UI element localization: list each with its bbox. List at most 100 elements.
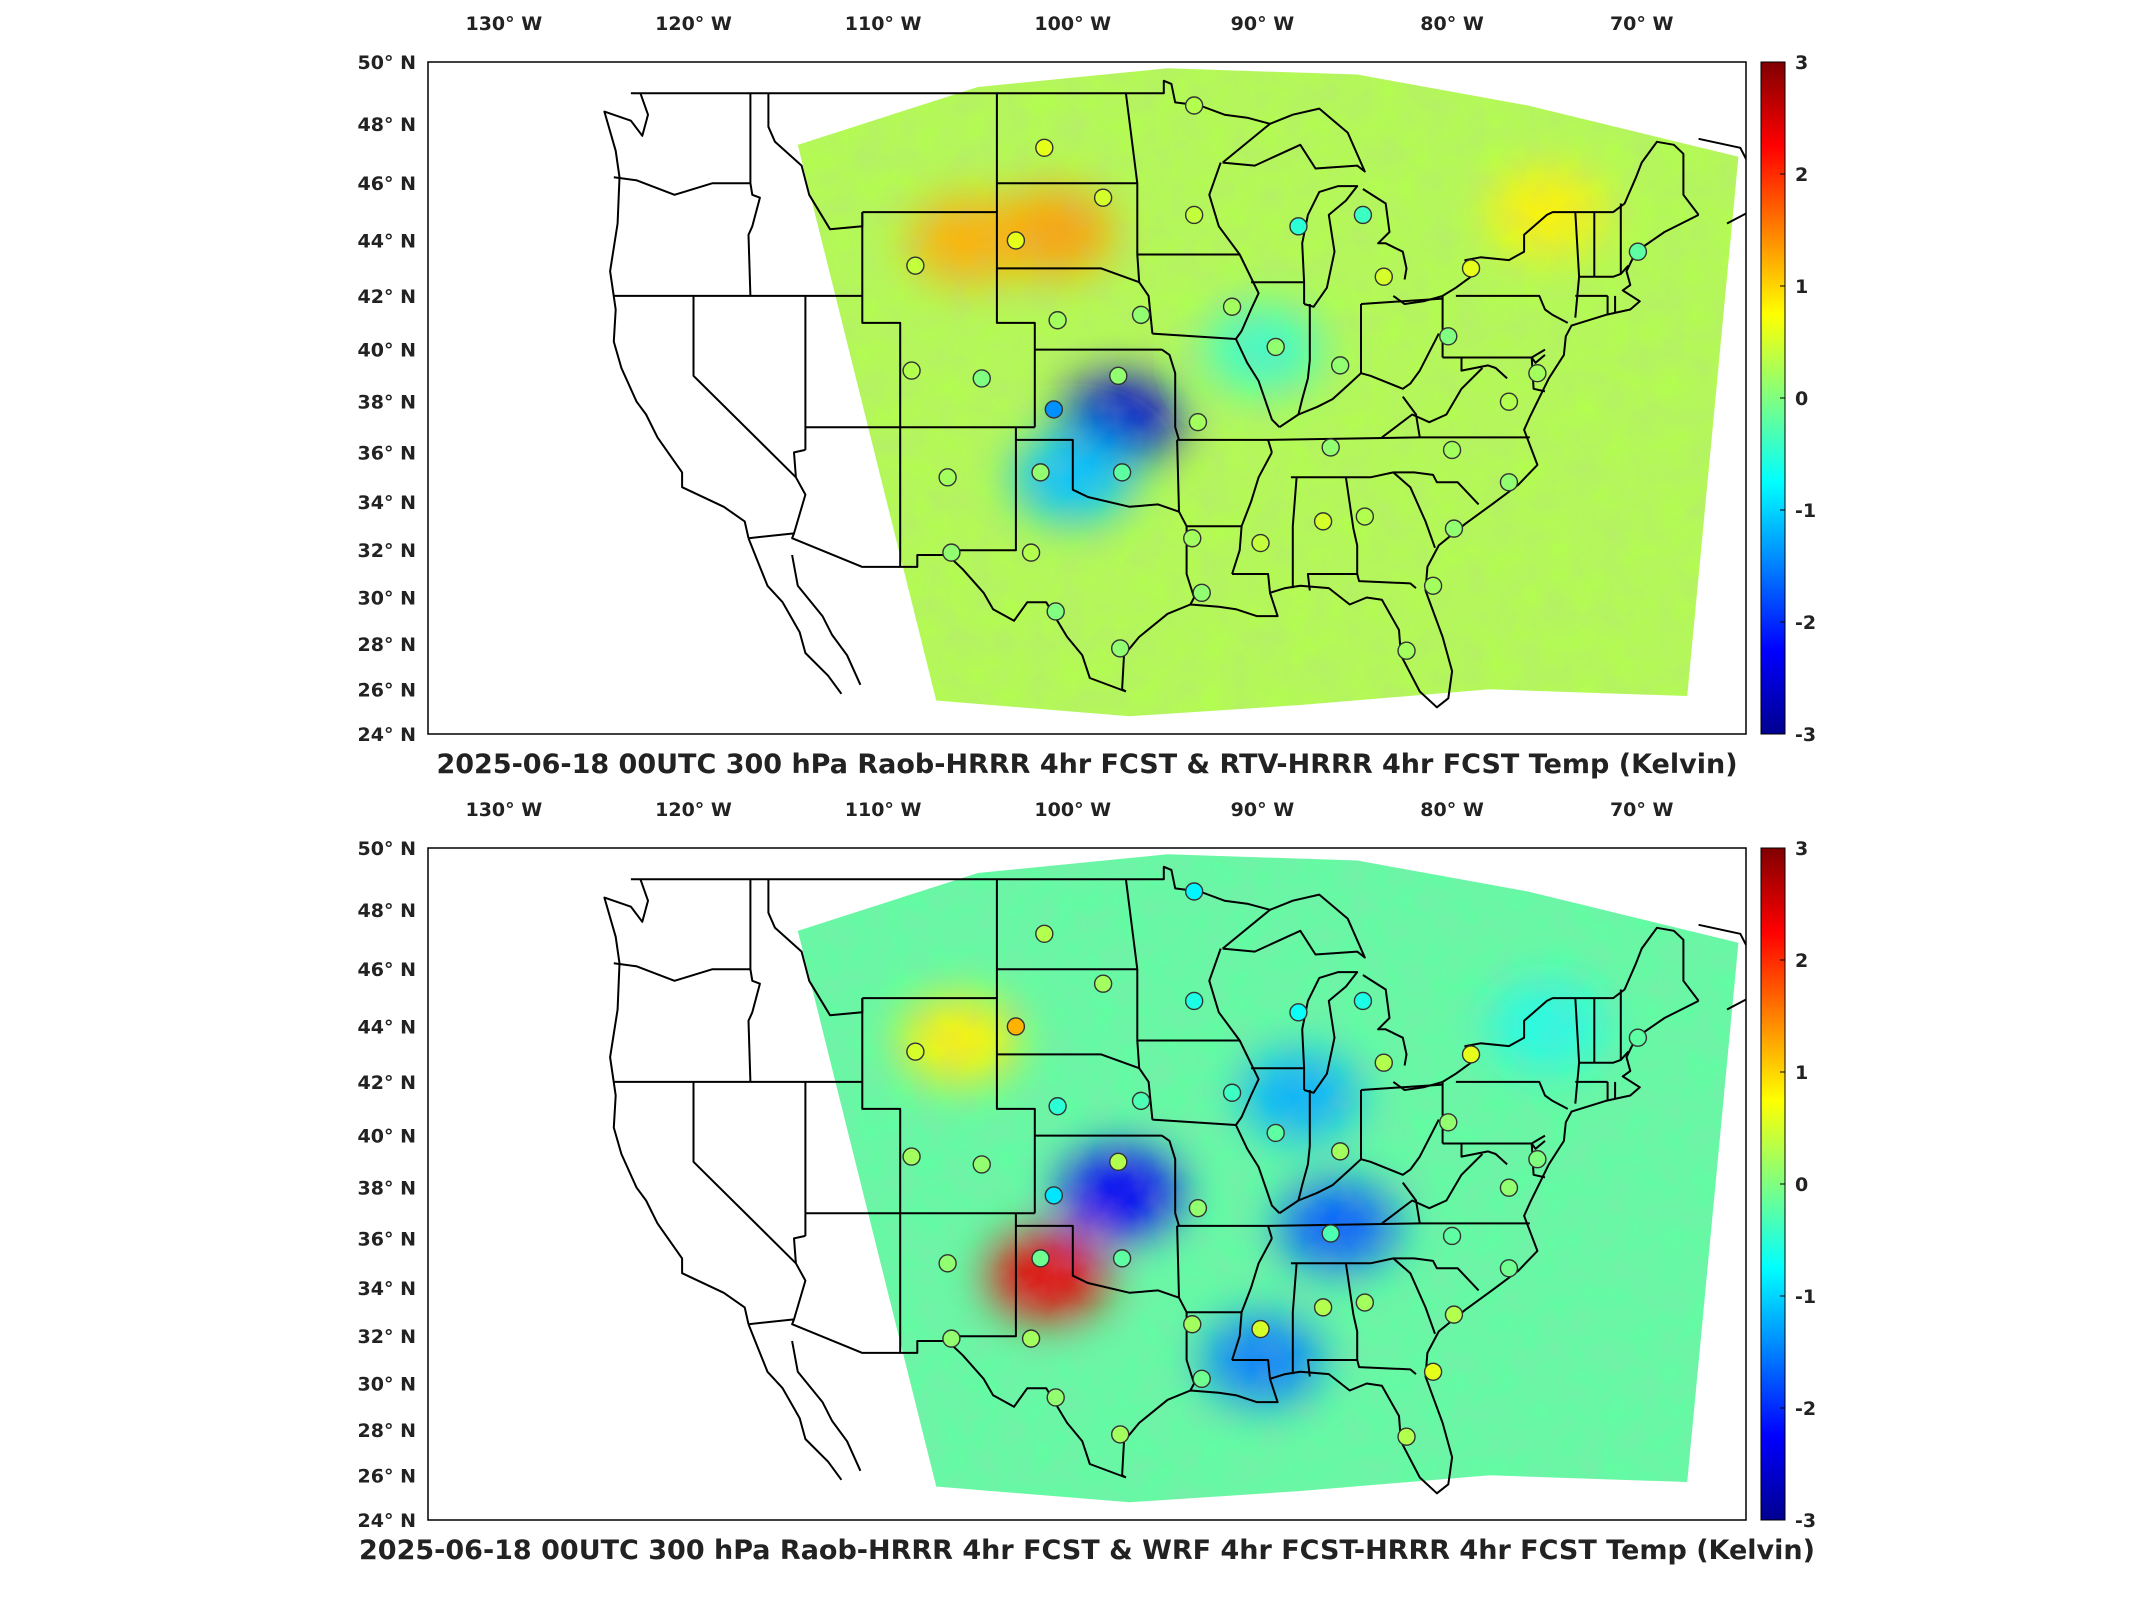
station-marker [1035,138,1054,157]
station-marker [1528,1150,1547,1169]
station-marker [1183,1315,1202,1334]
boundary-line [1360,1083,1443,1091]
lon-tick-label: 120° W [655,13,732,35]
station-marker [1188,412,1208,432]
lat-tick-label: 32° N [358,540,416,562]
panel-top: 130° W 120° W 110° W 100° W 90° W 80° W 70° W 5… [358,13,1817,780]
boundary-line [1530,1140,1546,1179]
station-marker [1439,327,1458,346]
boundary-line [1152,948,1260,1126]
boundary-line [1306,1263,1359,1377]
boundary-line [1698,137,1746,162]
station-marker [1374,267,1393,286]
boundary-line [603,878,750,1325]
boundary-line [862,997,1036,1214]
lat-tick-label: 30° N [358,587,416,609]
boundary-line [1401,1182,1421,1224]
boundary-line [1278,1090,1311,1215]
boundary-line [1161,1134,1180,1227]
map-frame [427,847,1747,1521]
boundary-line [1231,1312,1243,1361]
boundary-line [862,211,1036,428]
station-marker [1192,1369,1211,1389]
station-marker [1499,1178,1519,1197]
boundary-line [1291,1263,1298,1375]
boundary-line [791,554,862,686]
station-marker [906,256,925,275]
station-marker [1266,337,1285,357]
station-marker [1112,1249,1132,1268]
temperature-field [797,854,1739,1503]
boundary-line [1726,212,1746,225]
station-marker [1353,991,1373,1011]
station-marker [1222,1083,1242,1102]
boundary-line [1232,1359,1271,1379]
colorbar-tick-label: -3 [1795,1510,1816,1532]
boundary-line [1392,1257,1436,1335]
boundary-line [1579,264,1630,278]
station-marker [1439,1113,1458,1132]
boundary-line [1392,140,1700,305]
lat-tick-label: 34° N [358,1278,416,1300]
boundary-line [1290,1257,1480,1292]
lat-tick-label: 42° N [358,1072,416,1094]
boundary-line [1698,923,1746,948]
station-marker [1110,1425,1130,1444]
lon-tick-label: 120° W [655,799,732,821]
station-marker [938,468,957,487]
boundary-line [1360,297,1443,305]
lon-tick-label: 100° W [1034,13,1111,35]
boundary-line [747,93,761,296]
lat-tick-label: 46° N [358,959,416,981]
colorbar-tick-label: 2 [1795,164,1808,186]
boundary-line [1356,573,1417,589]
colorbar-tick-label: 2 [1795,950,1808,972]
boundary-line [1362,974,1408,1066]
station-marker [1131,1091,1151,1111]
station-marker [1035,924,1054,943]
station-marker [902,361,921,380]
lat-tick-label: 24° N [358,1510,416,1532]
station-marker [1184,96,1204,115]
station-marker [1628,242,1648,261]
boundary-line [1240,451,1273,527]
station-marker [1006,231,1026,250]
station-marker [972,1155,991,1174]
lat-tick-label: 44° N [358,1016,416,1038]
lat-tick-label: 40° N [358,340,416,362]
boundary-line [1290,471,1480,506]
lon-tick-label: 90° W [1231,13,1295,35]
colorbar-tick-label: -1 [1795,1286,1816,1308]
station-marker [1628,1028,1648,1047]
station-marker [1184,882,1204,901]
boundary-line [1014,1213,1180,1299]
station-marker [1330,1142,1350,1161]
lat-tick-label: 32° N [358,1326,416,1348]
temperature-field [797,68,1739,717]
lat-tick-label: 44° N [358,230,416,252]
station-marker [1461,259,1481,278]
lat-tick-label: 26° N [358,679,416,701]
boundary-line [1401,396,1421,438]
station-marker [1321,1224,1340,1243]
station-marker [1423,576,1443,595]
boundary-line [1234,1124,1281,1214]
boundary-line [1278,304,1311,429]
boundary-line [1301,971,1359,1094]
boundary-line [1121,214,1700,709]
boundary-line [630,79,1271,125]
boundary-line [861,998,902,1353]
station-marker [942,543,961,562]
lat-tick-label: 38° N [358,392,416,414]
boundary-line [1455,294,1569,324]
colorbar-tick-label: -2 [1795,1398,1816,1420]
boundary-line [1381,1153,1484,1225]
boundary-line [613,962,751,982]
boundary-line [793,1234,806,1264]
lat-tick-label: 48° N [358,114,416,136]
lon-tick-label: 100° W [1034,799,1111,821]
station-marker [1031,463,1050,482]
lat-tick-label: 50° N [358,52,416,74]
boundary-line [861,212,902,567]
boundary-line [767,879,864,1017]
